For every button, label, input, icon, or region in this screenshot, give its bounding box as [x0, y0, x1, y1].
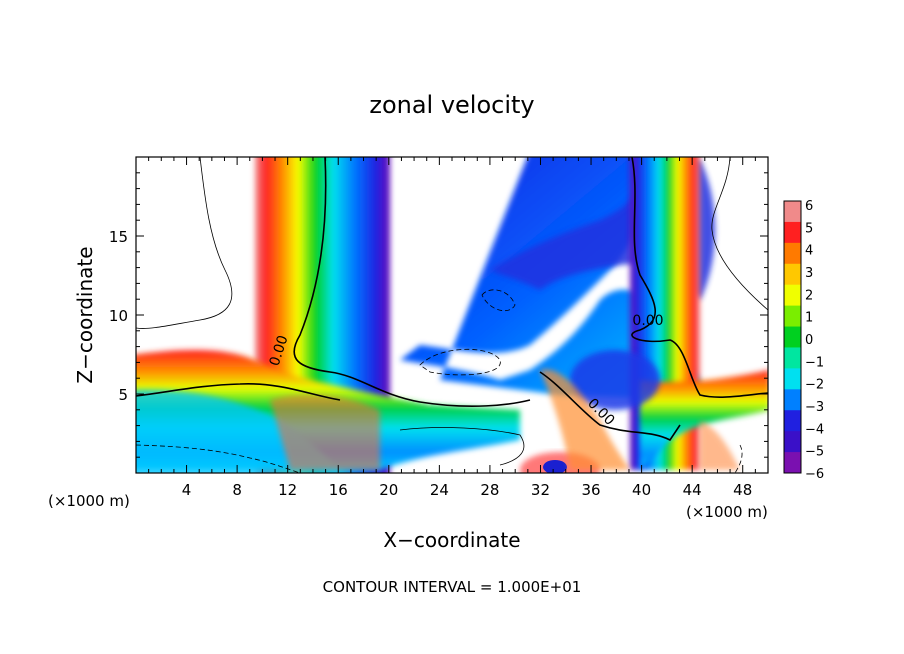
colorbar-tick-label: 5: [805, 221, 813, 236]
zero-contour-left: [293, 157, 531, 407]
colorbar-swatch: [784, 326, 801, 348]
colorbar-swatch: [784, 347, 801, 369]
x-tick-label: 8: [232, 481, 242, 499]
colorbar-swatch: [784, 368, 801, 390]
colorbar-swatch: [784, 263, 801, 286]
y-tick-label: 15: [109, 228, 128, 246]
colorbar-swatch: [784, 221, 801, 244]
x-tick-label: 48: [733, 481, 752, 499]
colorbar-swatch: [784, 305, 801, 328]
colorbar-tick-label: 0: [805, 333, 813, 348]
colorbar-swatch: [784, 410, 801, 432]
colorbar-tick-label: 6: [805, 199, 813, 214]
contour-label-2: 0.00: [632, 313, 663, 329]
x-unit-left: (×1000 m): [48, 492, 130, 510]
colorbar-tick-label: −5: [805, 445, 824, 460]
zero-contour-right: [631, 157, 768, 398]
chart-title: zonal velocity: [369, 91, 534, 119]
y-tick-label: 5: [118, 386, 128, 404]
velocity-field: 0.00 0.00 0.00: [136, 157, 768, 473]
colorbar-swatch: [784, 389, 801, 411]
y-axis-label: Z−coordinate: [73, 246, 97, 383]
colorbar-tick-label: 4: [805, 244, 813, 259]
x-tick-label: 20: [379, 481, 398, 499]
colorbar-tick-label: −1: [805, 355, 824, 370]
colorbar-frame: [783, 200, 802, 474]
colorbar-tick-label: −3: [805, 400, 824, 415]
x-tick-label: 24: [430, 481, 449, 499]
colorbar-swatch: [784, 452, 801, 474]
colorbar-tick-label: 1: [805, 311, 813, 326]
x-tick-label: 16: [329, 481, 348, 499]
x-tick-label: 40: [632, 481, 651, 499]
colorbar-tick-label: −4: [805, 422, 824, 437]
x-tick-label: 44: [683, 481, 702, 499]
colorbar-swatch: [784, 431, 801, 453]
x-tick-label: 32: [531, 481, 550, 499]
x-tick-label: 4: [182, 481, 192, 499]
y-axis: 5 10 15: [109, 172, 768, 458]
colorbar: 6 5 4 3 2 1 0 −1 −2 −3 −4 −5 −6: [783, 199, 824, 482]
x-tick-label: 12: [278, 481, 297, 499]
y-tick-label: 10: [109, 307, 128, 325]
x-unit-right: (×1000 m): [686, 503, 768, 521]
x-axis: 4 8 12 16 20 24 28 32 36 40 44 48: [148, 157, 756, 499]
colorbar-tick-label: 3: [805, 266, 813, 281]
colorbar-tick-label: −2: [805, 378, 824, 393]
x-tick-label: 28: [480, 481, 499, 499]
x-axis-label: X−coordinate: [383, 528, 520, 552]
colorbar-swatch: [784, 242, 801, 265]
colorbar-tick-label: −6: [805, 467, 824, 482]
contour-interval-note: CONTOUR INTERVAL = 1.000E+01: [323, 578, 582, 596]
colorbar-swatch: [784, 201, 801, 223]
colorbar-tick-label: 2: [805, 288, 813, 303]
x-tick-label: 36: [581, 481, 600, 499]
colorbar-swatch: [784, 284, 801, 307]
